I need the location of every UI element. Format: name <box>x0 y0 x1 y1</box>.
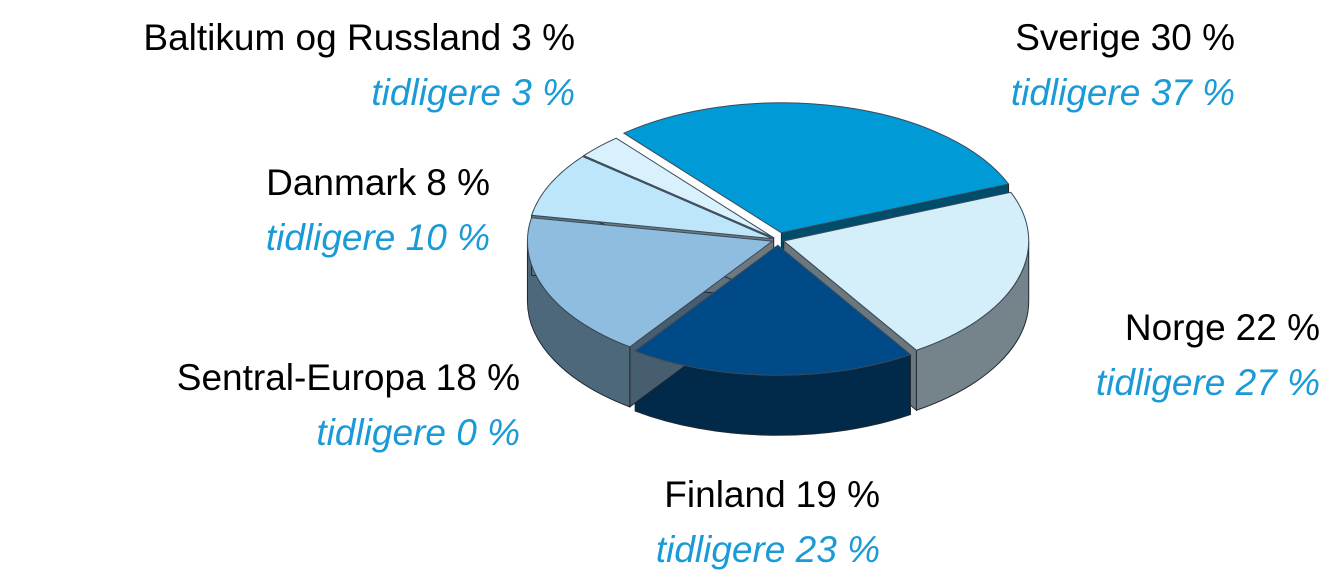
annotation: tidligere 3 % <box>371 72 575 113</box>
category-name: Sentral-Europa <box>177 357 426 398</box>
category-name: Norge <box>1125 307 1226 348</box>
annotation: tidligere 23 % <box>656 529 880 570</box>
slice <box>582 137 774 239</box>
category-name: Danmark <box>266 162 417 203</box>
value-label: 19 % <box>796 474 880 515</box>
slice <box>530 155 773 240</box>
value-label: 3 % <box>511 17 575 58</box>
slice-label: Baltikum og Russland 3 % <box>143 17 575 58</box>
slice <box>622 102 1010 234</box>
slice-label: Sentral-Europa 18 % <box>177 357 520 398</box>
annotation: tidligere 27 % <box>1096 362 1320 403</box>
slice <box>527 217 774 348</box>
value-label: 18 % <box>436 357 520 398</box>
slice-label: Norge 22 % <box>1125 307 1320 348</box>
slice <box>634 244 912 376</box>
value-label: 30 % <box>1151 17 1235 58</box>
annotation: tidligere 10 % <box>266 217 490 258</box>
value-label: 22 % <box>1236 307 1320 348</box>
category-name: Sverige <box>1015 17 1140 58</box>
slice-label: Danmark 8 % <box>266 162 490 203</box>
slice <box>782 191 1030 351</box>
slice-label: Finland 19 % <box>664 474 880 515</box>
annotation: tidligere 0 % <box>316 412 520 453</box>
annotation: tidligere 37 % <box>1011 72 1235 113</box>
value-label: 8 % <box>426 162 490 203</box>
category-name: Finland <box>664 474 785 515</box>
category-name: Baltikum og Russland <box>143 17 501 58</box>
slice-label: Sverige 30 % <box>1015 17 1235 58</box>
